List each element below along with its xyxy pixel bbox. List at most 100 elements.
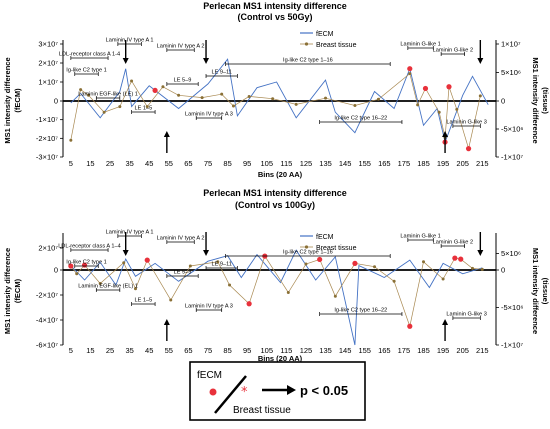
left-tick-label: -4×10⁷ bbox=[36, 316, 58, 325]
x-tick-label: 65 bbox=[184, 346, 192, 355]
domain-annotation: Ig-like C2 type 1–16 bbox=[225, 58, 391, 66]
significance-key: fECM * Breast tissue p < 0.05 bbox=[189, 361, 366, 421]
domain-label: LE 9–11 bbox=[211, 70, 231, 76]
domain-annotation: Laminin EGF-like (EL) 1 bbox=[78, 284, 138, 292]
series-tissue-point bbox=[169, 298, 173, 302]
series-tissue-point bbox=[130, 79, 134, 83]
series-tissue-point bbox=[408, 72, 412, 76]
domain-annotation: LDL-receptor class A 1-4 bbox=[59, 52, 120, 60]
domain-label: LE 5–9 bbox=[174, 78, 192, 84]
right-axis-label-line1: MS1 intensity difference bbox=[531, 57, 540, 143]
right-tick-label: -1×10⁷ bbox=[501, 153, 523, 162]
domain-label: Laminin IV type A 3 bbox=[185, 112, 233, 118]
key-slash bbox=[214, 375, 247, 414]
domain-label: Laminin G-like 3 bbox=[446, 312, 486, 318]
chart-title: Perlecan MS1 intensity difference bbox=[203, 1, 347, 11]
series-tissue-point bbox=[177, 93, 181, 97]
x-tick-label: 215 bbox=[476, 159, 489, 168]
domain-annotation: Laminin G-like 1 bbox=[400, 234, 441, 242]
left-tick-label: -1×10⁷ bbox=[36, 115, 58, 124]
key-arrow-head bbox=[287, 385, 296, 395]
left-axis-label-line1: MS1 intensity difference bbox=[3, 248, 12, 334]
series-tissue-point bbox=[286, 291, 290, 294]
domain-label: Laminin IV type A 2 bbox=[157, 236, 205, 242]
legend-tissue-marker bbox=[304, 42, 309, 46]
domain-label: Laminin G-like 1 bbox=[400, 42, 440, 48]
domain-label: Ig-like C2 type 1 bbox=[66, 260, 106, 266]
x-tick-label: 115 bbox=[280, 159, 292, 168]
x-tick-label: 85 bbox=[223, 159, 231, 168]
domain-annotation: Laminin IV type A 3 bbox=[185, 304, 233, 312]
series-tissue-point bbox=[480, 267, 484, 271]
right-tick-label: 5×10⁶ bbox=[501, 249, 521, 258]
significant-tissue-marker bbox=[317, 256, 323, 263]
series-tissue-point bbox=[353, 103, 357, 107]
x-tick-label: 5 bbox=[69, 346, 73, 355]
domain-label: Laminin G-like 2 bbox=[433, 240, 473, 246]
domain-annotation: Laminin IV type A 2 bbox=[157, 236, 205, 244]
x-tick-label: 155 bbox=[358, 346, 371, 355]
series-tissue-point bbox=[145, 105, 149, 109]
domain-annotation: LE 1–5 bbox=[131, 298, 156, 306]
domain-label: LE 1–5 bbox=[134, 106, 152, 112]
series-tissue-point bbox=[161, 85, 165, 89]
series-tissue-point bbox=[470, 266, 474, 270]
x-tick-label: 15 bbox=[86, 159, 94, 168]
x-tick-label: 45 bbox=[145, 159, 153, 168]
x-tick-label: 105 bbox=[261, 159, 274, 168]
series-tissue-point bbox=[422, 260, 426, 264]
domain-annotation: Laminin IV type A 1 bbox=[106, 38, 154, 46]
series-tissue-point bbox=[75, 272, 79, 276]
domain-arrow-head bbox=[442, 131, 449, 137]
significant-tissue-marker bbox=[68, 263, 74, 269]
series-tissue-point bbox=[200, 96, 204, 100]
chart-control-vs-50gy: Perlecan MS1 intensity difference(Contro… bbox=[3, 1, 550, 179]
domain-label: Laminin IV type A 2 bbox=[157, 44, 205, 50]
domain-arrow-head bbox=[163, 319, 170, 325]
series-tissue-line bbox=[70, 255, 483, 328]
x-tick-label: 55 bbox=[165, 159, 173, 168]
legend-tissue-label: Breast tissue bbox=[316, 42, 357, 49]
domain-annotation: LDL-receptor class A 1–4 bbox=[58, 244, 121, 252]
legend-fecm-label: fECM bbox=[316, 31, 334, 38]
significant-tissue-marker bbox=[465, 146, 472, 152]
series-tissue-point bbox=[133, 287, 137, 291]
significant-tissue-marker bbox=[352, 260, 358, 266]
domain-annotation: LE 9–11 bbox=[205, 262, 238, 270]
x-tick-label: 175 bbox=[398, 346, 411, 355]
x-tick-label: 35 bbox=[125, 159, 133, 168]
legend-tissue-marker bbox=[304, 245, 309, 249]
x-tick-label: 165 bbox=[378, 159, 391, 168]
x-tick-label: 125 bbox=[300, 159, 313, 168]
series-fecm-line bbox=[70, 58, 489, 144]
left-axis-label-line2: (fECM) bbox=[13, 88, 22, 113]
domain-annotation: Ig-like C2 type 1 bbox=[66, 68, 107, 76]
series-tissue-point bbox=[69, 138, 73, 142]
x-axis-label: Bins (20 AA) bbox=[258, 354, 303, 363]
x-tick-label: 165 bbox=[378, 346, 391, 355]
domain-annotation: Laminin IV type A 3 bbox=[185, 112, 233, 120]
domain-annotation: LE 1–5 bbox=[131, 106, 156, 114]
domain-arrow-head bbox=[203, 58, 210, 64]
left-tick-label: 2×10⁷ bbox=[38, 59, 58, 68]
domain-annotation: Laminin G-like 3 bbox=[446, 312, 487, 320]
domain-arrow-head bbox=[477, 250, 484, 256]
left-tick-label: -3×10⁷ bbox=[36, 153, 58, 162]
significant-tissue-marker bbox=[246, 301, 252, 307]
x-tick-label: 155 bbox=[358, 159, 371, 168]
series-tissue-point bbox=[231, 104, 235, 108]
domain-label: Ig-like C2 type 1–16 bbox=[283, 250, 333, 256]
x-tick-label: 105 bbox=[261, 346, 274, 355]
series-tissue-point bbox=[437, 110, 441, 114]
domain-label: Laminin IV type A 3 bbox=[185, 304, 233, 310]
x-tick-label: 145 bbox=[339, 346, 352, 355]
x-tick-label: 115 bbox=[280, 346, 292, 355]
x-tick-label: 215 bbox=[476, 346, 489, 355]
domain-annotation: Ig-like C2 type 1–16 bbox=[225, 250, 391, 258]
x-tick-label: 195 bbox=[437, 346, 450, 355]
right-tick-label: 5×10⁶ bbox=[501, 68, 521, 77]
series-tissue-point bbox=[392, 279, 396, 283]
left-tick-label: -6×10⁷ bbox=[36, 341, 58, 350]
domain-arrow-head bbox=[122, 250, 129, 256]
right-axis-label-line2: (tissue) bbox=[541, 87, 550, 114]
